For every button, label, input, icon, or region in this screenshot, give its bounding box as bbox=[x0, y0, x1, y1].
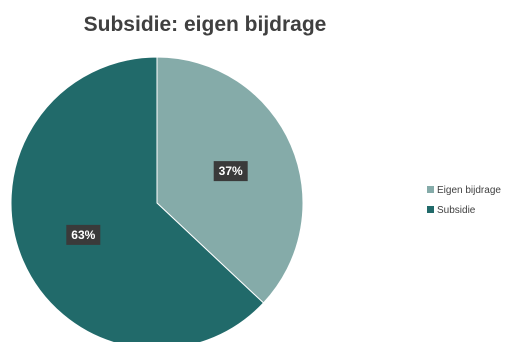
legend-label: Eigen bijdrage bbox=[437, 185, 501, 196]
chart-title: Subsidie: eigen bijdrage bbox=[84, 13, 327, 36]
legend: Eigen bijdrage Subsidie bbox=[427, 185, 501, 216]
legend-swatch bbox=[427, 206, 434, 213]
legend-item-eigen-bijdrage: Eigen bijdrage bbox=[427, 185, 501, 196]
pie-slice-subsidie bbox=[10, 56, 265, 342]
legend-swatch bbox=[427, 186, 434, 193]
data-label-subsidie: 63% bbox=[66, 224, 101, 245]
data-label-box bbox=[66, 224, 101, 245]
legend-label: Subsidie bbox=[437, 205, 476, 216]
data-label-eigen-bijdrage: 37% bbox=[213, 161, 248, 182]
data-label-box bbox=[213, 161, 248, 182]
pie-slices bbox=[10, 56, 304, 342]
data-labels: 37% 63% bbox=[66, 161, 248, 245]
data-label-value: 63% bbox=[71, 228, 95, 242]
legend-item-subsidie: Subsidie bbox=[427, 205, 476, 216]
data-label-value: 37% bbox=[219, 164, 243, 178]
